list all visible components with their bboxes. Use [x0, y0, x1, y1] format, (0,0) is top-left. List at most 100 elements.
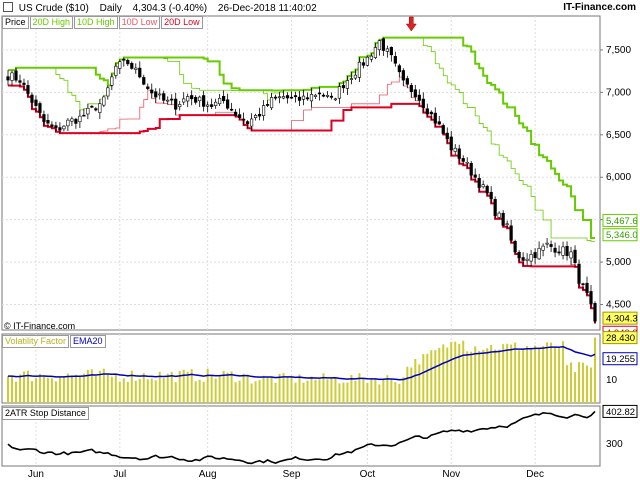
volatility-bar [254, 381, 257, 403]
volatility-bar [546, 342, 549, 403]
volatility-bar [7, 376, 9, 403]
volatility-bar [78, 376, 81, 403]
candle-body [533, 252, 537, 259]
volatility-bar [514, 342, 517, 403]
volatility-bar [130, 370, 133, 403]
vf-legend: Volatility Factor EMA20 [2, 335, 107, 348]
candle-body [38, 103, 42, 113]
month-label: Jul [113, 469, 126, 480]
legend-10d-low[interactable]: 10D Low [118, 16, 161, 29]
month-label: Dec [526, 469, 544, 480]
candle-body [289, 96, 294, 99]
volatility-bar [174, 382, 177, 403]
candle-body [557, 251, 561, 254]
candle-body [389, 47, 393, 56]
legend-2atr[interactable]: 2ATR Stop Distance [2, 407, 89, 420]
candle-body [261, 105, 266, 116]
candle-body [186, 96, 190, 102]
candle-body [473, 174, 477, 178]
candle-body [365, 56, 369, 66]
volatility-bar [18, 374, 21, 403]
candle-body [178, 104, 182, 108]
legend-price[interactable]: Price [2, 16, 29, 29]
volatility-bar [218, 375, 221, 403]
volatility-bar [298, 374, 301, 403]
volatility-bar [470, 351, 473, 403]
volatility-bar [582, 362, 585, 403]
candle-body [313, 94, 318, 97]
volatility-bar [402, 377, 405, 403]
atr-tick-label: 300 [606, 439, 623, 450]
candle-body [198, 96, 202, 102]
candle-body [102, 96, 106, 106]
volatility-bar [214, 378, 217, 403]
candle-body [90, 105, 94, 108]
candle-body [26, 85, 30, 94]
volatility-bar [82, 373, 85, 403]
legend-ema20[interactable]: EMA20 [70, 335, 106, 348]
volatility-bar [318, 379, 321, 403]
candle-body [170, 98, 174, 101]
candle-body [106, 87, 110, 97]
candle-body [285, 95, 290, 99]
volatility-bar [518, 350, 521, 403]
volatility-bar [34, 378, 37, 403]
candle-body [253, 115, 258, 118]
volatility-bar [358, 373, 361, 403]
candle-body [114, 65, 118, 76]
candle-body [333, 98, 338, 101]
volatility-bar [106, 373, 109, 403]
volatility-bar [278, 373, 281, 403]
tag-ema20-text: 19.255 [606, 354, 635, 365]
volatility-bar [42, 376, 45, 403]
candle-body [305, 97, 310, 100]
chart-header: US Crude ($10) Daily 4,304.3 (-0.40%) 26… [0, 0, 640, 16]
candle-body [357, 61, 362, 78]
candle-body [82, 114, 86, 117]
volatility-bar [122, 378, 125, 403]
candle-body [293, 95, 298, 98]
candle-body [397, 65, 401, 73]
tag-price: 4,304.3 [602, 311, 638, 325]
price-tick-label: 4,500 [606, 300, 631, 311]
candle-body [521, 257, 525, 261]
candle-body [234, 111, 238, 116]
series-ema20 [7, 345, 596, 381]
candle-body [537, 247, 541, 260]
candle-body [238, 114, 242, 118]
candle-body [249, 118, 254, 127]
volatility-bar [342, 382, 345, 403]
candle-body [577, 263, 581, 284]
volatility-bar [74, 374, 77, 403]
candle-body [241, 118, 246, 121]
candle-body [553, 247, 557, 253]
volatility-bar [38, 373, 41, 403]
month-label: Oct [360, 469, 376, 480]
legend-20d-high[interactable]: 20D High [29, 16, 74, 29]
candle-body [86, 107, 90, 115]
series-2atr [7, 410, 596, 465]
candle-body [349, 78, 354, 80]
candle-body [162, 93, 166, 101]
market-icon [3, 2, 13, 12]
candle-body [561, 246, 565, 256]
tag-2atr-text: 402.82 [606, 407, 635, 418]
legend-10d-high[interactable]: 10D High [74, 16, 118, 29]
volatility-bar [166, 373, 169, 403]
month-label: Nov [442, 469, 460, 480]
candle-body [385, 48, 389, 52]
legend-volatility-factor[interactable]: Volatility Factor [2, 335, 70, 348]
candle-body [10, 72, 14, 81]
candle-body [154, 91, 158, 98]
volatility-bar [110, 376, 113, 403]
candle-body [309, 94, 314, 102]
candle-body [174, 98, 178, 110]
candle-body [425, 108, 429, 115]
volatility-bar [54, 381, 57, 403]
price-tick-label: 5,000 [606, 257, 631, 268]
volatility-bar [362, 378, 365, 403]
legend-20d-low[interactable]: 20D Low [161, 16, 203, 29]
atr-panel-frame [1, 405, 601, 467]
volatility-bar [530, 347, 533, 403]
candle-body [469, 162, 473, 176]
